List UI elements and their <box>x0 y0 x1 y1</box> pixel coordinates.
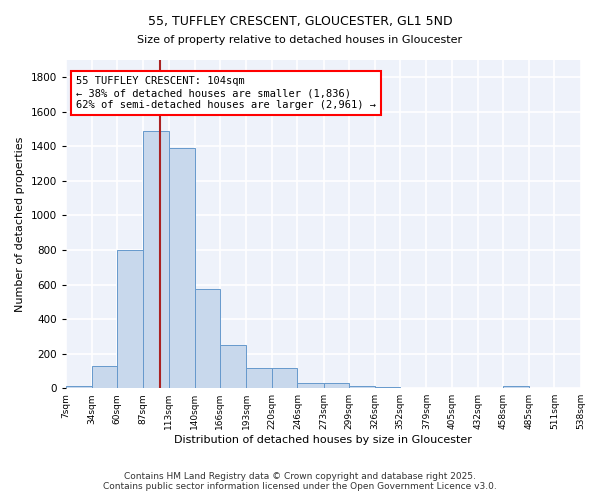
Text: Size of property relative to detached houses in Gloucester: Size of property relative to detached ho… <box>137 35 463 45</box>
Bar <box>503 386 529 388</box>
Y-axis label: Number of detached properties: Number of detached properties <box>15 136 25 312</box>
Bar <box>66 386 92 388</box>
Bar <box>169 148 195 388</box>
Bar <box>92 366 117 388</box>
X-axis label: Distribution of detached houses by size in Gloucester: Distribution of detached houses by size … <box>174 435 472 445</box>
Bar <box>117 250 143 388</box>
Bar <box>246 368 272 388</box>
Bar <box>272 368 298 388</box>
Bar <box>323 383 349 388</box>
Text: Contains HM Land Registry data © Crown copyright and database right 2025.
Contai: Contains HM Land Registry data © Crown c… <box>103 472 497 491</box>
Bar <box>220 345 246 388</box>
Bar <box>298 383 323 388</box>
Text: 55 TUFFLEY CRESCENT: 104sqm
← 38% of detached houses are smaller (1,836)
62% of : 55 TUFFLEY CRESCENT: 104sqm ← 38% of det… <box>76 76 376 110</box>
Bar <box>349 386 375 388</box>
Bar <box>195 289 220 388</box>
Text: 55, TUFFLEY CRESCENT, GLOUCESTER, GL1 5ND: 55, TUFFLEY CRESCENT, GLOUCESTER, GL1 5N… <box>148 15 452 28</box>
Bar <box>143 131 169 388</box>
